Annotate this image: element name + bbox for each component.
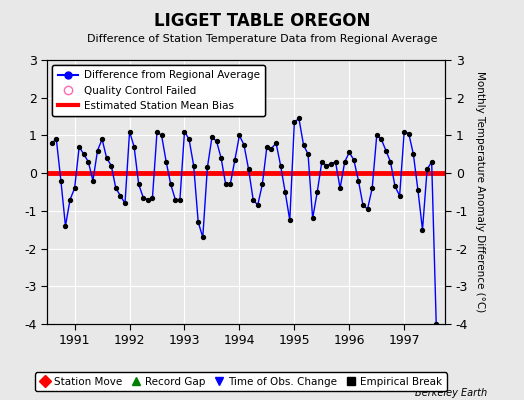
Point	[112, 185, 120, 192]
Point	[405, 130, 413, 137]
Point	[263, 144, 271, 150]
Text: Berkeley Earth: Berkeley Earth	[415, 388, 487, 398]
Point	[313, 189, 321, 195]
Point	[130, 144, 138, 150]
Point	[354, 178, 363, 184]
Point	[70, 185, 79, 192]
Point	[89, 178, 97, 184]
Point	[217, 155, 225, 161]
Point	[267, 146, 276, 152]
Point	[432, 321, 440, 327]
Point	[212, 138, 221, 144]
Point	[381, 147, 390, 154]
Point	[368, 185, 376, 192]
Point	[304, 151, 312, 158]
Point	[162, 159, 170, 165]
Y-axis label: Monthly Temperature Anomaly Difference (°C): Monthly Temperature Anomaly Difference (…	[475, 71, 485, 313]
Text: LIGGET TABLE OREGON: LIGGET TABLE OREGON	[154, 12, 370, 30]
Point	[52, 136, 61, 142]
Point	[57, 178, 65, 184]
Point	[309, 215, 317, 222]
Point	[135, 181, 143, 188]
Point	[203, 164, 212, 171]
Point	[222, 181, 230, 188]
Point	[254, 202, 262, 208]
Point	[208, 134, 216, 140]
Point	[144, 196, 152, 203]
Point	[153, 128, 161, 135]
Point	[277, 162, 285, 169]
Point	[139, 194, 147, 201]
Point	[400, 128, 408, 135]
Point	[318, 159, 326, 165]
Point	[84, 159, 93, 165]
Point	[121, 200, 129, 206]
Point	[93, 147, 102, 154]
Point	[190, 162, 198, 169]
Point	[345, 149, 354, 156]
Point	[194, 219, 202, 225]
Point	[373, 132, 381, 139]
Point	[286, 217, 294, 224]
Point	[249, 196, 257, 203]
Point	[61, 223, 70, 229]
Point	[148, 194, 157, 201]
Point	[396, 192, 404, 199]
Point	[294, 115, 303, 122]
Point	[103, 155, 111, 161]
Point	[180, 128, 189, 135]
Point	[199, 234, 207, 240]
Point	[331, 159, 340, 165]
Text: Difference of Station Temperature Data from Regional Average: Difference of Station Temperature Data f…	[87, 34, 437, 44]
Point	[341, 159, 349, 165]
Point	[185, 136, 193, 142]
Point	[125, 128, 134, 135]
Point	[322, 162, 331, 169]
Point	[281, 189, 289, 195]
Point	[176, 196, 184, 203]
Point	[363, 206, 372, 212]
Point	[414, 187, 422, 193]
Point	[359, 202, 367, 208]
Point	[428, 159, 436, 165]
Legend: Station Move, Record Gap, Time of Obs. Change, Empirical Break: Station Move, Record Gap, Time of Obs. C…	[35, 372, 447, 391]
Point	[226, 181, 234, 188]
Point	[386, 159, 395, 165]
Point	[167, 181, 175, 188]
Point	[171, 196, 180, 203]
Point	[258, 181, 267, 188]
Legend: Difference from Regional Average, Quality Control Failed, Estimated Station Mean: Difference from Regional Average, Qualit…	[52, 65, 265, 116]
Point	[336, 185, 344, 192]
Point	[299, 142, 308, 148]
Point	[409, 151, 418, 158]
Point	[75, 144, 83, 150]
Point	[327, 160, 335, 167]
Point	[48, 140, 56, 146]
Point	[391, 183, 399, 190]
Point	[272, 140, 280, 146]
Point	[418, 226, 427, 233]
Point	[244, 166, 253, 172]
Point	[80, 151, 88, 158]
Point	[350, 157, 358, 163]
Point	[240, 142, 248, 148]
Point	[107, 162, 115, 169]
Point	[231, 157, 239, 163]
Point	[116, 192, 125, 199]
Point	[290, 119, 299, 126]
Point	[98, 136, 106, 142]
Point	[66, 196, 74, 203]
Point	[157, 132, 166, 139]
Point	[423, 166, 431, 172]
Point	[377, 136, 386, 142]
Point	[235, 132, 244, 139]
